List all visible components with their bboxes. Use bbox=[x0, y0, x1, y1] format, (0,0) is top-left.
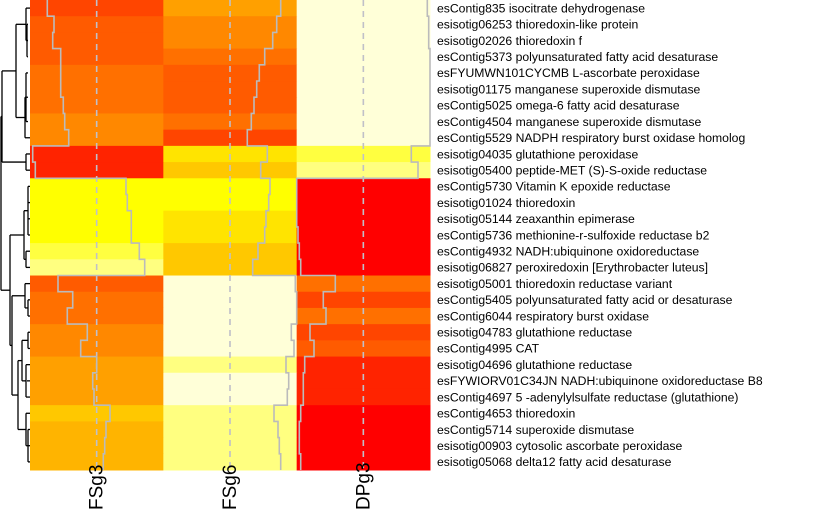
row-label: esisotig06827 peroxiredoxin [Erythrobact… bbox=[437, 261, 708, 275]
heatmap-cell bbox=[30, 340, 164, 358]
row-label: esContig5405 polyunsaturated fatty acid … bbox=[437, 293, 733, 307]
heatmap-cell bbox=[296, 405, 431, 422]
row-label: esisotig05068 delta12 fatty acid desatur… bbox=[437, 455, 672, 469]
row-label: esisotig05144 zeaxanthin epimerase bbox=[437, 212, 635, 226]
heatmap-cell bbox=[30, 32, 164, 50]
row-label: esFYWIORV01C34JN NADH:ubiquinone oxidore… bbox=[437, 374, 763, 388]
heatmap-cell bbox=[296, 243, 431, 260]
heatmap-cell bbox=[163, 97, 298, 114]
trace-line bbox=[31, 0, 146, 470]
heatmap-cell bbox=[30, 275, 164, 293]
column-labels: FSg3 FSg6 DPg3 bbox=[87, 462, 375, 510]
heatmap-cell bbox=[163, 307, 298, 325]
heatmap-cell bbox=[296, 372, 431, 390]
heatmap-cell bbox=[296, 32, 431, 50]
heatmap-cell bbox=[30, 0, 164, 17]
trace-lines bbox=[31, 0, 431, 470]
trace-line bbox=[295, 0, 431, 470]
heatmap-cell bbox=[163, 64, 298, 82]
heatmap-cell bbox=[296, 0, 431, 17]
row-label: esisotig04783 glutathione reductase bbox=[437, 326, 632, 340]
row-label: esContig4653 thioredoxin bbox=[437, 407, 575, 421]
column-center-guides bbox=[95, 0, 365, 470]
heatmap-cell bbox=[30, 307, 164, 325]
heatmap-cell bbox=[30, 129, 164, 147]
heatmap-cell bbox=[163, 0, 298, 17]
row-label: esisotig06253 thioredoxin-like protein bbox=[437, 18, 638, 32]
heatmap-cell bbox=[163, 178, 298, 195]
row-label: esContig5714 superoxide dismutase bbox=[437, 423, 634, 437]
row-label: esisotig04696 glutathione reductase bbox=[437, 358, 632, 372]
heatmap-cell bbox=[30, 405, 164, 422]
row-label: esContig5736 methionine-r-sulfoxide redu… bbox=[437, 228, 710, 242]
heatmap-cell bbox=[296, 307, 431, 325]
row-label: esisotig01024 thioredoxin bbox=[437, 196, 575, 210]
heatmap-cell bbox=[163, 275, 298, 293]
column-label: DPg3 bbox=[353, 462, 374, 510]
heatmap-cell bbox=[296, 275, 431, 293]
heatmap-cell bbox=[296, 178, 431, 195]
row-dendrogram bbox=[0, 7, 30, 463]
heatmap-cell bbox=[163, 243, 298, 260]
row-label: esisotig05400 peptide-MET (S)-S-oxide re… bbox=[437, 163, 707, 177]
heatmap-cell bbox=[163, 210, 298, 228]
row-label: esisotig00903 cytosolic ascorbate peroxi… bbox=[437, 439, 682, 453]
row-labels: esContig835 isocitrate dehydrogenase esis… bbox=[437, 1, 763, 469]
heatmap-cell bbox=[296, 129, 431, 147]
heatmap-cells bbox=[30, 0, 431, 471]
heatmap-cell bbox=[30, 64, 164, 82]
row-label: esContig6044 respiratory burst oxidase bbox=[437, 309, 649, 323]
heatmap-cell bbox=[30, 210, 164, 228]
row-label: esContig835 isocitrate dehydrogenase bbox=[437, 1, 645, 15]
column-label: FSg6 bbox=[220, 465, 241, 510]
column-label: FSg3 bbox=[87, 465, 108, 510]
row-label: esContig4995 CAT bbox=[437, 342, 540, 356]
heatmap-cell bbox=[163, 405, 298, 422]
row-label: esContig5529 NADPH respiratory burst oxi… bbox=[437, 131, 745, 145]
heatmap-cell bbox=[163, 129, 298, 147]
heatmap-cell bbox=[296, 64, 431, 82]
row-label: esisotig02026 thioredoxin f bbox=[437, 34, 583, 48]
heatmap-cell bbox=[163, 372, 298, 390]
heatmap-cell bbox=[163, 340, 298, 358]
row-label: esContig5730 Vitamin K epoxide reductase bbox=[437, 180, 671, 194]
heatmap-cell bbox=[296, 340, 431, 358]
trace-line bbox=[246, 0, 298, 470]
heatmap-cell bbox=[296, 210, 431, 228]
row-label: esisotig05001 thioredoxin reductase vari… bbox=[437, 277, 673, 291]
heatmap-cell bbox=[30, 372, 164, 390]
heatmap-cell bbox=[163, 32, 298, 50]
row-label: esFYUMWN101CYCMB L-ascorbate peroxidase bbox=[437, 66, 700, 80]
row-label: esContig5373 polyunsaturated fatty acid … bbox=[437, 50, 718, 64]
row-label: esContig4697 5 -adenylylsulfate reductas… bbox=[437, 390, 739, 404]
row-label: esisotig01175 manganese superoxide dismu… bbox=[437, 82, 701, 96]
row-label: esisotig04035 glutathione peroxidase bbox=[437, 147, 638, 161]
row-label: esContig5025 omega-6 fatty acid desatura… bbox=[437, 99, 680, 113]
heatmap-cell bbox=[30, 178, 164, 195]
row-label: esContig4504 manganese superoxide dismut… bbox=[437, 115, 701, 129]
heatmap-cell bbox=[30, 243, 164, 260]
heatmap-cell bbox=[296, 97, 431, 114]
row-label: esContig4932 NADH:ubiquinone oxidoreduct… bbox=[437, 245, 699, 259]
